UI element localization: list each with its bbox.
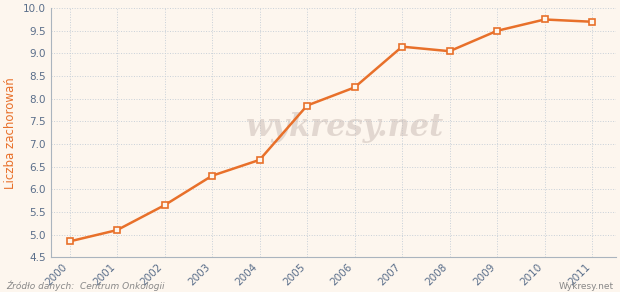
Y-axis label: Liczba zachorowań: Liczba zachorowań: [4, 77, 17, 189]
Text: wykresy.net: wykresy.net: [246, 112, 444, 143]
Text: Źródło danych:  Centrum Onkologii: Źródło danych: Centrum Onkologii: [6, 280, 165, 291]
Text: Wykresy.net: Wykresy.net: [559, 281, 614, 291]
